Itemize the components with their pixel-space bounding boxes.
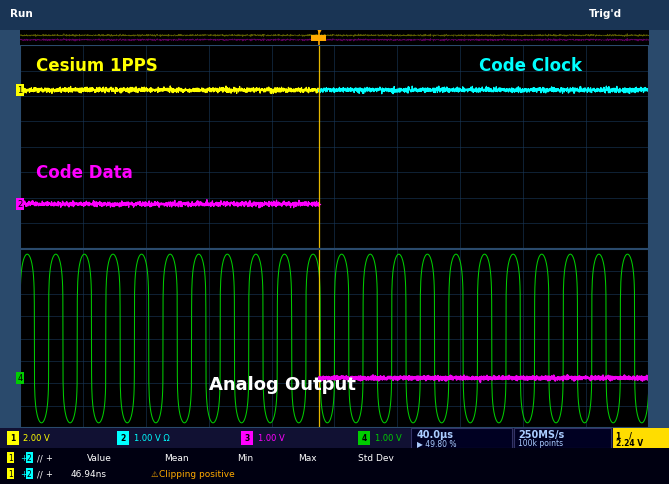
- FancyBboxPatch shape: [613, 428, 669, 448]
- FancyBboxPatch shape: [514, 428, 611, 448]
- Text: 1.00 V: 1.00 V: [375, 434, 401, 442]
- Text: Mean: Mean: [164, 454, 189, 462]
- Text: Run: Run: [10, 9, 33, 19]
- Text: +: +: [20, 454, 27, 462]
- Text: Analog Output: Analog Output: [209, 375, 356, 393]
- Text: 4: 4: [17, 374, 23, 383]
- Text: 2.00 V: 2.00 V: [23, 434, 50, 442]
- Text: +: +: [20, 469, 27, 478]
- Text: 40.0μs: 40.0μs: [417, 429, 454, 439]
- Text: Cesium 1PPS: Cesium 1PPS: [36, 57, 157, 75]
- Text: ▶ 49.80 %: ▶ 49.80 %: [417, 439, 456, 447]
- Text: 46.94ns: 46.94ns: [70, 469, 106, 478]
- Text: Code Clock: Code Clock: [479, 57, 582, 75]
- Text: +: +: [45, 469, 52, 478]
- Text: 100k points: 100k points: [518, 439, 563, 447]
- Text: ⚠: ⚠: [151, 469, 158, 478]
- Text: 250MS/s: 250MS/s: [518, 429, 565, 439]
- Text: Std Dev: Std Dev: [358, 454, 394, 462]
- Text: //: //: [37, 469, 43, 478]
- FancyBboxPatch shape: [0, 428, 669, 448]
- Text: 1: 1: [8, 469, 13, 478]
- FancyBboxPatch shape: [311, 35, 326, 42]
- Text: 2: 2: [120, 434, 126, 442]
- Text: 1   /: 1 /: [616, 431, 632, 439]
- Text: 1: 1: [8, 454, 13, 462]
- Text: 2: 2: [17, 200, 23, 209]
- Text: 1.00 V Ω: 1.00 V Ω: [134, 434, 169, 442]
- Text: Max: Max: [298, 454, 316, 462]
- FancyBboxPatch shape: [411, 428, 512, 448]
- Text: Trig'd: Trig'd: [589, 9, 622, 19]
- Text: +: +: [45, 454, 52, 462]
- FancyBboxPatch shape: [0, 448, 669, 484]
- Text: 2: 2: [27, 469, 31, 478]
- Text: 2: 2: [27, 454, 31, 462]
- Text: 1: 1: [17, 86, 23, 95]
- FancyBboxPatch shape: [0, 0, 669, 31]
- FancyBboxPatch shape: [117, 431, 129, 445]
- Text: Code Data: Code Data: [36, 164, 132, 182]
- Text: 2.24 V: 2.24 V: [616, 439, 644, 447]
- Text: 1.00 V: 1.00 V: [258, 434, 284, 442]
- Text: 3: 3: [244, 434, 250, 442]
- Text: //: //: [37, 454, 43, 462]
- Text: 1: 1: [10, 434, 15, 442]
- FancyBboxPatch shape: [7, 431, 19, 445]
- Text: Min: Min: [237, 454, 254, 462]
- FancyBboxPatch shape: [358, 431, 370, 445]
- FancyBboxPatch shape: [241, 431, 253, 445]
- Text: Clipping positive: Clipping positive: [159, 469, 235, 478]
- Text: 4: 4: [361, 434, 367, 442]
- Text: Value: Value: [87, 454, 112, 462]
